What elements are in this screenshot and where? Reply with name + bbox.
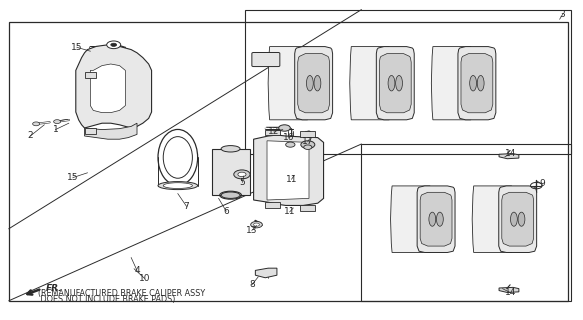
Text: 15: 15 <box>67 173 79 182</box>
Ellipse shape <box>396 76 402 91</box>
Polygon shape <box>472 186 513 252</box>
Circle shape <box>54 120 61 124</box>
Ellipse shape <box>477 76 484 91</box>
Circle shape <box>304 145 312 149</box>
Ellipse shape <box>163 137 192 178</box>
Polygon shape <box>420 192 452 246</box>
Circle shape <box>251 221 262 228</box>
Polygon shape <box>268 47 309 120</box>
Circle shape <box>301 141 315 148</box>
Text: 6: 6 <box>223 207 229 216</box>
Polygon shape <box>85 72 96 78</box>
Polygon shape <box>85 128 96 134</box>
Circle shape <box>111 43 117 46</box>
Polygon shape <box>502 192 533 246</box>
Polygon shape <box>255 268 277 278</box>
Text: 2: 2 <box>27 132 33 140</box>
Polygon shape <box>499 154 519 159</box>
Ellipse shape <box>221 146 240 152</box>
Text: 14: 14 <box>505 149 517 158</box>
Polygon shape <box>298 54 329 113</box>
Bar <box>9 22 568 301</box>
Ellipse shape <box>388 76 395 91</box>
Polygon shape <box>499 186 536 252</box>
Text: 16: 16 <box>283 133 295 142</box>
Polygon shape <box>76 45 152 128</box>
Polygon shape <box>499 287 519 292</box>
Text: 3: 3 <box>560 10 566 19</box>
Ellipse shape <box>511 212 517 226</box>
Polygon shape <box>254 135 324 205</box>
Ellipse shape <box>221 192 240 198</box>
Text: 9: 9 <box>539 180 545 188</box>
Text: 15: 15 <box>71 43 83 52</box>
Ellipse shape <box>518 212 525 226</box>
Text: 4: 4 <box>134 266 140 275</box>
Polygon shape <box>267 141 309 200</box>
Polygon shape <box>431 47 472 120</box>
Text: (REMANUFACTURED BRAKE CALIPER ASSY: (REMANUFACTURED BRAKE CALIPER ASSY <box>38 289 205 298</box>
Text: 13: 13 <box>246 226 258 235</box>
Text: 17: 17 <box>302 137 314 146</box>
Ellipse shape <box>163 183 192 188</box>
Ellipse shape <box>429 212 436 226</box>
FancyBboxPatch shape <box>252 52 280 67</box>
Polygon shape <box>265 130 280 135</box>
Polygon shape <box>300 131 315 137</box>
Circle shape <box>279 125 290 131</box>
Polygon shape <box>391 186 431 252</box>
Circle shape <box>33 122 40 126</box>
Circle shape <box>254 223 259 226</box>
Ellipse shape <box>437 212 443 226</box>
Bar <box>245 10 571 154</box>
Polygon shape <box>380 54 411 113</box>
Polygon shape <box>461 54 493 113</box>
Polygon shape <box>417 186 455 252</box>
Circle shape <box>238 172 246 177</box>
Text: 12: 12 <box>268 127 280 136</box>
Polygon shape <box>377 47 414 120</box>
Text: DOES NOT INCLUDE BRAKE PADS): DOES NOT INCLUDE BRAKE PADS) <box>38 295 175 304</box>
Ellipse shape <box>307 76 313 91</box>
Ellipse shape <box>314 76 321 91</box>
Polygon shape <box>265 202 280 208</box>
Polygon shape <box>212 149 250 195</box>
Circle shape <box>286 142 295 147</box>
Text: 5: 5 <box>240 178 245 187</box>
Text: 7: 7 <box>184 202 189 211</box>
Circle shape <box>234 170 250 179</box>
Ellipse shape <box>470 76 476 91</box>
Text: 11: 11 <box>284 207 296 216</box>
Polygon shape <box>458 47 496 120</box>
Text: 11: 11 <box>286 175 297 184</box>
Polygon shape <box>300 205 315 211</box>
Bar <box>361 144 571 301</box>
Circle shape <box>107 41 121 49</box>
Polygon shape <box>350 47 391 120</box>
Polygon shape <box>85 123 137 139</box>
Text: 10: 10 <box>139 274 150 283</box>
Ellipse shape <box>158 181 198 189</box>
Polygon shape <box>90 64 125 113</box>
Text: 1: 1 <box>52 125 58 134</box>
Text: 8: 8 <box>249 280 255 289</box>
Polygon shape <box>295 47 332 120</box>
Text: 14: 14 <box>505 288 517 297</box>
Text: FR.: FR. <box>45 284 62 293</box>
